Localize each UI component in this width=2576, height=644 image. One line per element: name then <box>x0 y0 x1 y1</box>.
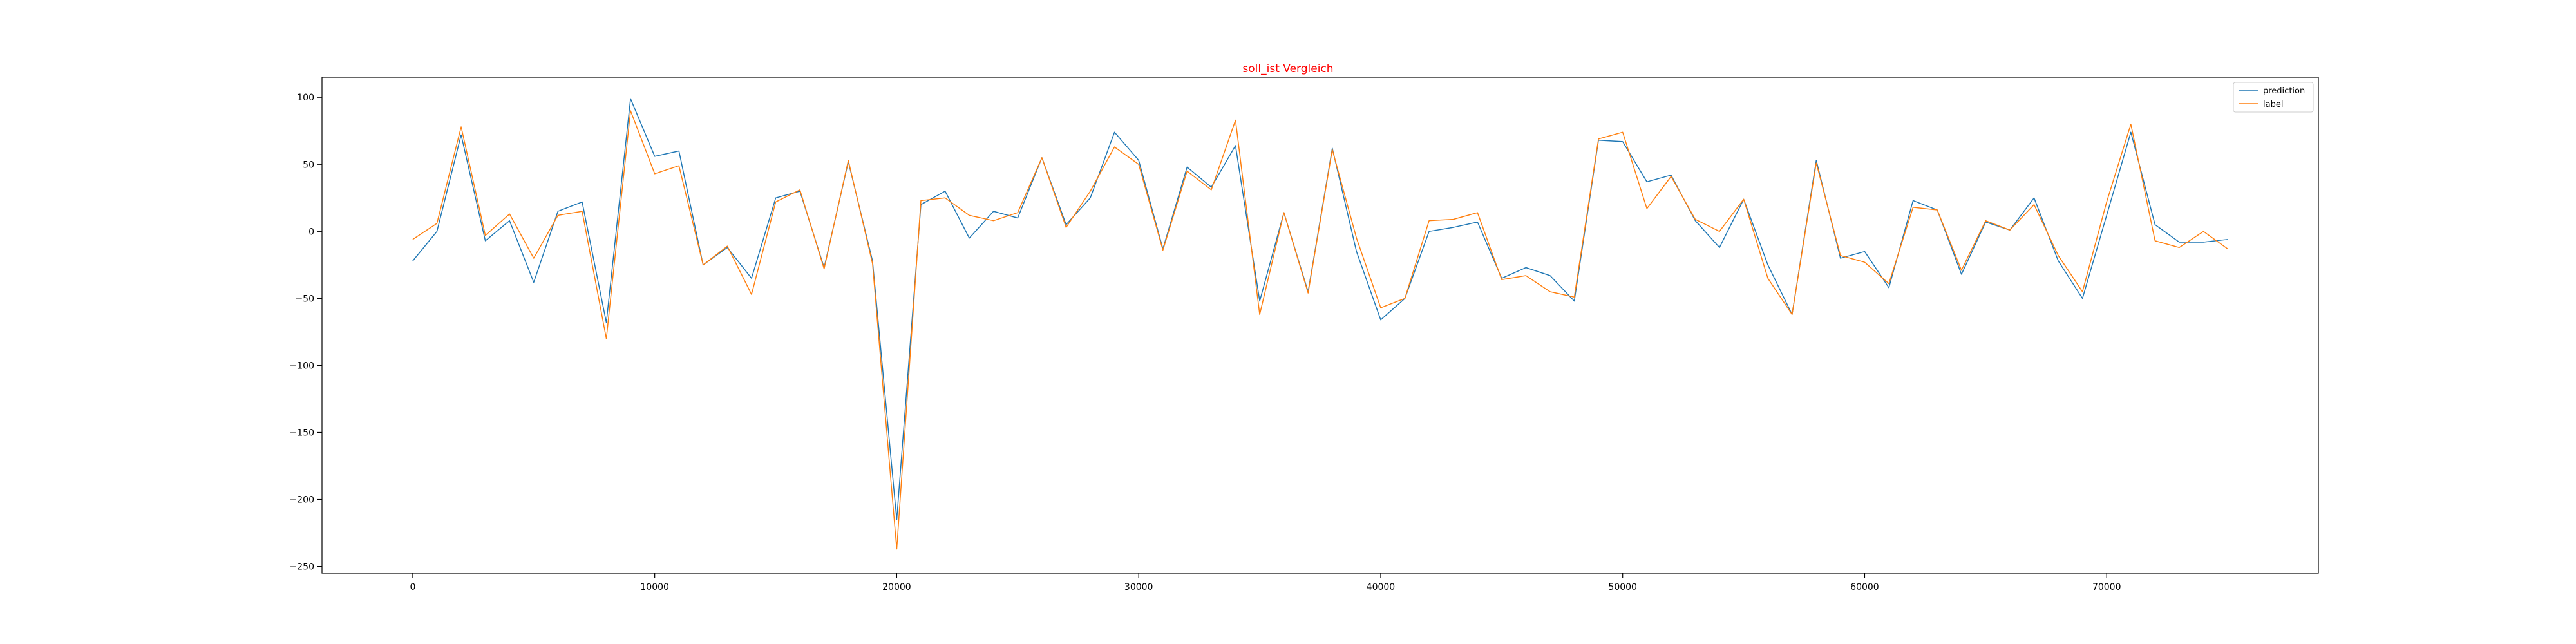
y-tick-label: 100 <box>297 93 314 103</box>
x-tick-label: 50000 <box>1608 582 1637 592</box>
y-tick-label: −100 <box>290 361 314 371</box>
y-tick-label: −150 <box>290 428 314 438</box>
y-tick-label: −50 <box>295 294 314 304</box>
x-tick-label: 40000 <box>1367 582 1396 592</box>
legend: prediction label <box>2233 82 2314 113</box>
x-tick-label: 0 <box>410 582 415 592</box>
x-tick-label: 30000 <box>1124 582 1153 592</box>
y-tick-label: −200 <box>290 495 314 506</box>
legend-label-prediction: prediction <box>2263 86 2305 96</box>
x-tick-label: 10000 <box>640 582 669 592</box>
x-tick-label: 60000 <box>1850 582 1879 592</box>
x-axis: 0 10000 20000 30000 40000 50000 60000 70000 <box>410 573 2121 592</box>
y-tick-label: −250 <box>290 562 314 573</box>
chart-title: soll_ist Vergleich <box>1242 62 1333 75</box>
x-tick-label: 70000 <box>2092 582 2121 592</box>
legend-label-label: label <box>2263 100 2283 109</box>
x-tick-label: 20000 <box>882 582 911 592</box>
series-line-label <box>412 110 2228 550</box>
y-tick-label: 0 <box>308 227 314 237</box>
y-axis: 100 50 0 −50 −100 −150 −200 −250 <box>290 93 322 573</box>
y-tick-label: 50 <box>303 160 314 170</box>
series-layer <box>412 98 2228 550</box>
plot-area <box>321 77 2319 574</box>
